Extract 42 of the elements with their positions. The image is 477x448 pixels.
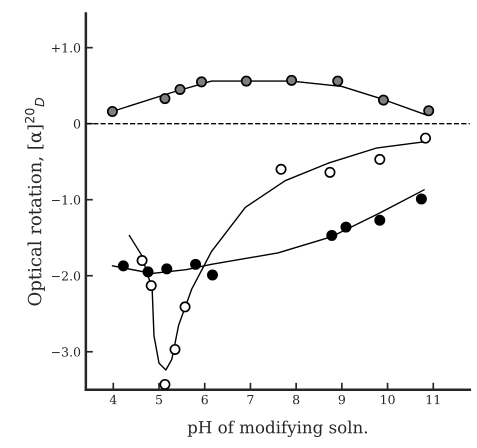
point	[374, 154, 386, 165]
point	[423, 105, 434, 116]
point	[332, 76, 344, 87]
point	[170, 344, 180, 355]
point	[240, 76, 252, 87]
point	[174, 84, 186, 95]
y-tick-label: −3.0	[52, 347, 80, 357]
point	[286, 74, 298, 86]
x-tick-label: 10	[381, 394, 395, 404]
point	[340, 222, 352, 233]
point	[416, 193, 427, 204]
point	[420, 132, 431, 144]
x-tick-label: 6	[202, 394, 208, 404]
point	[374, 214, 386, 226]
point	[136, 255, 148, 266]
point	[190, 258, 202, 270]
x-tick-label: 5	[156, 395, 162, 404]
point	[196, 76, 208, 88]
x-tick-label: 4	[110, 394, 117, 404]
point	[180, 301, 191, 312]
y-tick-label: +1.0	[52, 43, 80, 53]
point	[326, 230, 338, 241]
point	[378, 94, 389, 106]
point	[142, 266, 154, 278]
point	[118, 260, 129, 272]
y-tick-label: −1.0	[52, 195, 80, 205]
point	[161, 263, 172, 274]
y-tick-label: −2.0	[52, 271, 80, 281]
y-axis-title: Optical rotation, [α]$^{20}$$_{D}$	[24, 98, 45, 306]
point	[206, 269, 218, 280]
point	[106, 106, 118, 118]
point	[324, 166, 336, 178]
point	[276, 164, 287, 175]
x-axis-title: pH of modifying soln.	[188, 420, 367, 437]
x-tick-label: 9	[338, 394, 345, 404]
x-tick-label: 11	[426, 394, 440, 404]
point	[159, 93, 170, 104]
point	[146, 280, 157, 292]
y-tick-label: 0	[74, 119, 80, 129]
x-tick-label: 7	[248, 395, 254, 404]
point	[159, 378, 170, 390]
x-tick-label: 8	[292, 394, 300, 404]
